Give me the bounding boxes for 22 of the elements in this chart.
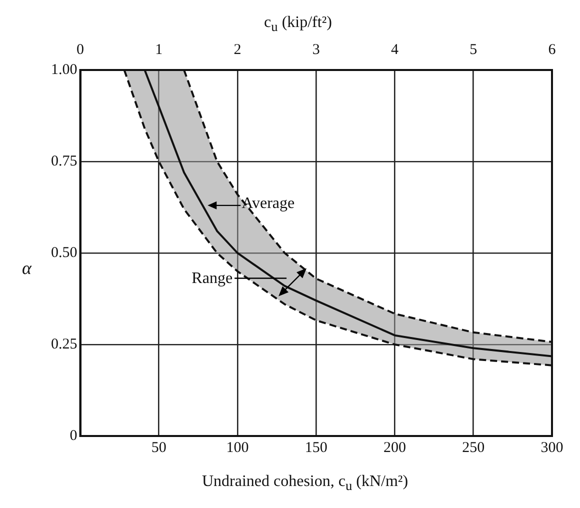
x-tick-label: 100 bbox=[226, 440, 249, 456]
x2-tick-label: 3 bbox=[312, 42, 320, 58]
x2-tick-label: 4 bbox=[391, 42, 399, 58]
x2-tick-label: 2 bbox=[234, 42, 242, 58]
x2-tick-label: 5 bbox=[470, 42, 478, 58]
x-tick-label: 250 bbox=[462, 440, 485, 456]
y-axis-title: α bbox=[22, 258, 32, 279]
y-tick-label: 0.50 bbox=[51, 244, 78, 261]
y-tick-label: 0.75 bbox=[51, 153, 78, 170]
x-tick-label: 150 bbox=[304, 440, 328, 456]
y-tick-label: 0.25 bbox=[51, 336, 78, 352]
x-tick-label: 200 bbox=[384, 440, 406, 456]
y-tick-label: 1.00 bbox=[51, 62, 78, 78]
y-tick-label: 0 bbox=[70, 428, 78, 444]
x2-tick-label: 6 bbox=[548, 42, 556, 58]
x-axis-title: Undrained cohesion, c$_{u}$ (kN/m²) bbox=[200, 472, 410, 494]
x2-tick-label: 1 bbox=[155, 42, 163, 58]
x-tick-label: 300 bbox=[540, 440, 564, 456]
annotation: Average bbox=[242, 195, 295, 214]
x-tick-label: 50 bbox=[151, 440, 166, 456]
x2-axis-title: c$_{u}$ (kip/ft²) bbox=[263, 14, 333, 36]
annotation: Range bbox=[192, 270, 233, 288]
